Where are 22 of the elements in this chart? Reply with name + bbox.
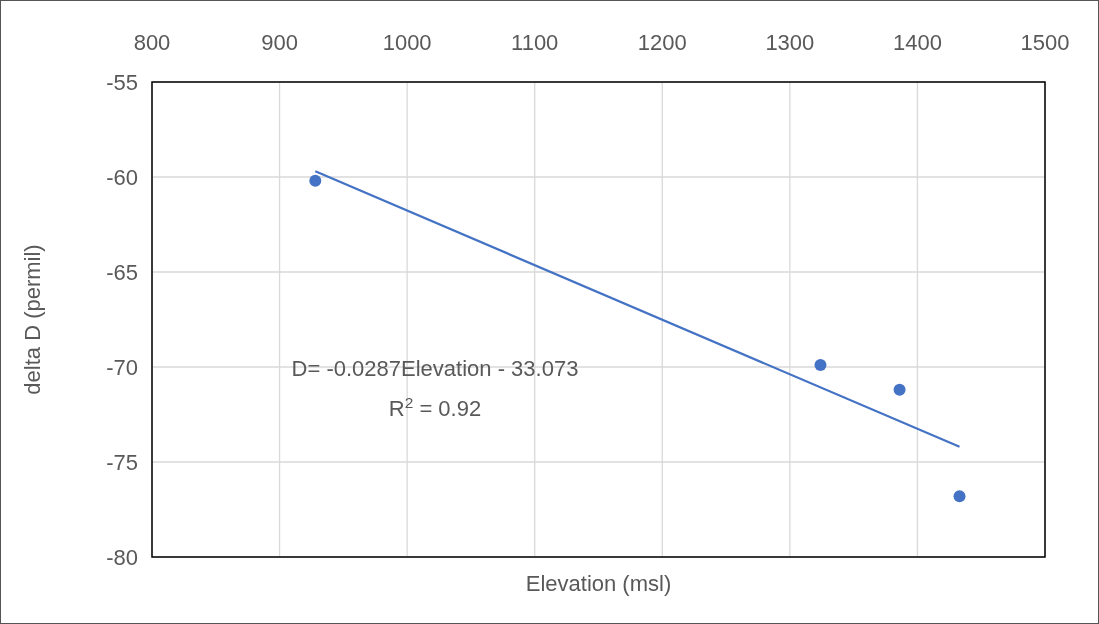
point [953,490,966,503]
point [893,383,906,396]
x-tick-label: 1300 [765,30,815,55]
x-axis-title: Elevation (msl) [525,571,672,596]
annotation: D= -0.0287Elevation - 33.073 [291,356,579,381]
annotation: R$^{2}$ = 0.92 [388,393,482,421]
x-tick-label: 900 [261,30,298,55]
y-tick-label: -65 [106,260,138,285]
point [814,359,827,372]
point [309,174,322,187]
x-tick-label: 1100 [511,30,559,55]
x-tick-label: 800 [133,30,171,55]
y-axis-title: delta D (permil) [20,244,45,395]
x-tick-label: 1500 [1020,30,1070,55]
y-tick-label: -60 [106,165,138,190]
y-tick-label: -80 [106,545,138,570]
x-tick-label: 1000 [382,30,432,55]
x-tick-label: 1400 [892,30,942,55]
y-tick-label: -75 [106,450,138,475]
x-tick-label: 1200 [637,30,687,55]
y-tick-label: -55 [106,70,138,95]
y-tick-label: -70 [106,355,138,380]
